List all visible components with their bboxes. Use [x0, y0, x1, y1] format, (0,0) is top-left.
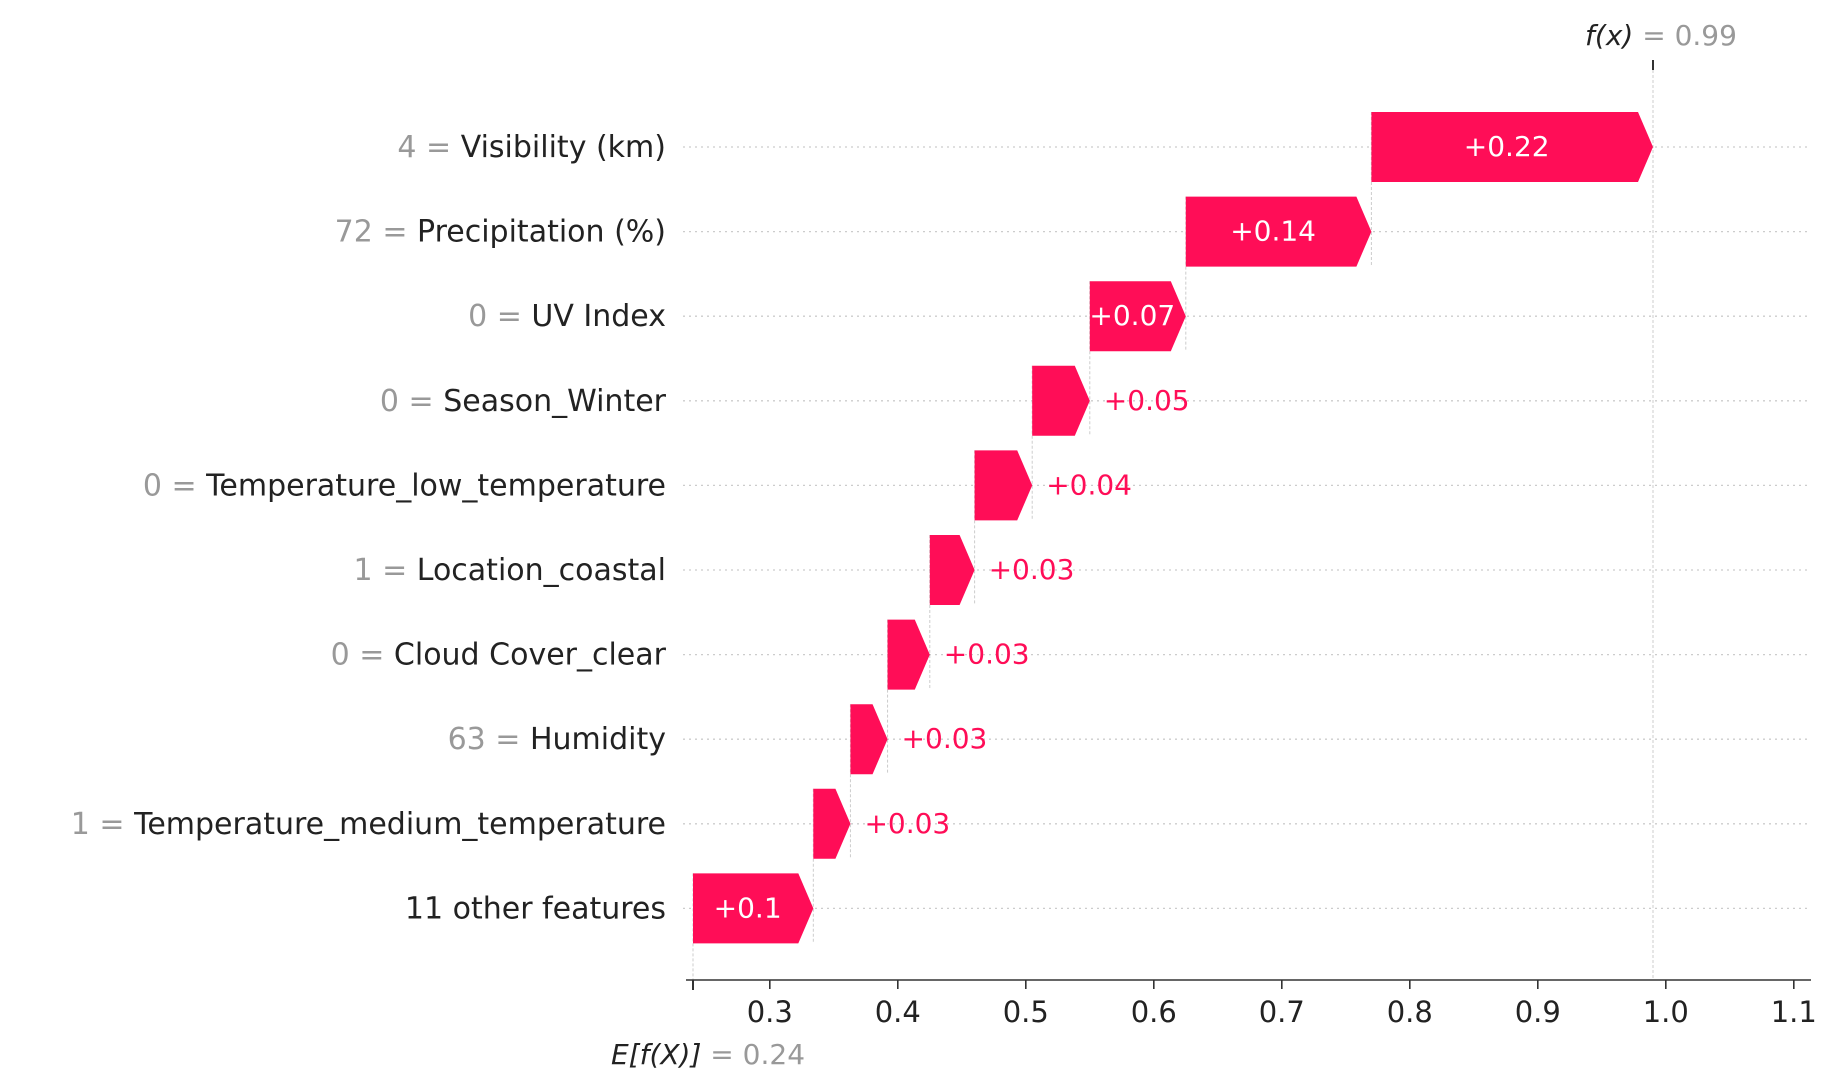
- bar-value-label: +0.03: [864, 807, 950, 840]
- x-tick-label: 0.3: [747, 995, 793, 1029]
- feature-label: 0 = UV Index: [468, 299, 666, 334]
- feature-name: Precipitation (%): [417, 215, 666, 250]
- contribution-bar: [1032, 365, 1090, 436]
- output-value-label: f(x) = 0.99: [1585, 19, 1737, 52]
- feature-value: 72 =: [335, 215, 417, 250]
- feature-label: 0 = Season_Winter: [380, 384, 667, 419]
- output-value-label-main: f(x): [1585, 19, 1633, 52]
- base-value-label-main: E[f(X)]: [611, 1038, 701, 1071]
- feature-label: 1 = Location_coastal: [353, 553, 666, 588]
- feature-name: Cloud Cover_clear: [394, 638, 667, 673]
- x-tick-label: 0.9: [1515, 995, 1561, 1029]
- bar-value-label: +0.07: [1089, 299, 1175, 332]
- feature-name: Visibility (km): [461, 130, 666, 165]
- contribution-bar: [974, 450, 1033, 521]
- feature-label: 63 = Humidity: [448, 722, 666, 757]
- contribution-bar: [929, 535, 975, 605]
- feature-value: 63 =: [448, 722, 530, 757]
- contribution-bar: [693, 873, 814, 944]
- base-value-label-value: = 0.24: [701, 1038, 805, 1071]
- feature-label: 11 other features: [405, 891, 666, 926]
- x-tick-label: 0.7: [1259, 995, 1305, 1029]
- feature-value: 4 =: [397, 130, 460, 165]
- feature-value: 0 =: [331, 638, 394, 673]
- bar-value-label: +0.04: [1046, 468, 1132, 501]
- feature-value: 0 =: [143, 468, 206, 503]
- contribution-bar: [1371, 112, 1653, 182]
- x-tick-label: 1.0: [1643, 995, 1689, 1029]
- feature-name: Temperature_medium_temperature: [133, 807, 666, 842]
- contribution-bar: [1185, 196, 1372, 267]
- contribution-bar: [850, 704, 888, 775]
- feature-name: Season_Winter: [443, 384, 666, 419]
- feature-label: 4 = Visibility (km): [397, 130, 666, 165]
- feature-value: 0 =: [380, 384, 443, 419]
- x-tick-label: 1.1: [1771, 995, 1817, 1029]
- feature-value: 1 =: [353, 553, 416, 588]
- feature-name: Location_coastal: [417, 553, 666, 588]
- feature-value: 0 =: [468, 299, 531, 334]
- contribution-bar: [1089, 281, 1186, 352]
- contribution-bar: [887, 619, 930, 690]
- bar-value-label: +0.22: [1464, 130, 1550, 163]
- x-tick-label: 0.8: [1387, 995, 1433, 1029]
- contribution-bar: [813, 788, 851, 859]
- feature-name: UV Index: [531, 299, 666, 334]
- bar-value-label: +0.05: [1104, 384, 1190, 417]
- x-tick-label: 0.5: [1003, 995, 1049, 1029]
- bar-value-label: +0.03: [944, 638, 1030, 671]
- bar-value-label: +0.1: [714, 891, 782, 924]
- x-tick-label: 0.4: [875, 995, 921, 1029]
- feature-name: Humidity: [530, 722, 666, 757]
- feature-name: 11 other features: [405, 891, 666, 926]
- feature-label: 0 = Cloud Cover_clear: [331, 638, 667, 673]
- feature-label: 72 = Precipitation (%): [335, 215, 666, 250]
- x-tick-label: 0.6: [1131, 995, 1177, 1029]
- feature-value: 1 =: [71, 807, 134, 842]
- bar-value-label: +0.03: [989, 553, 1075, 586]
- feature-name: Temperature_low_temperature: [205, 468, 666, 503]
- base-value-label: E[f(X)] = 0.24: [611, 1038, 805, 1071]
- bar-value-label: +0.03: [902, 722, 988, 755]
- bar-value-label: +0.14: [1230, 215, 1316, 248]
- output-value-label-value: = 0.99: [1633, 19, 1737, 52]
- feature-label: 1 = Temperature_medium_temperature: [71, 807, 666, 842]
- feature-label: 0 = Temperature_low_temperature: [143, 468, 666, 503]
